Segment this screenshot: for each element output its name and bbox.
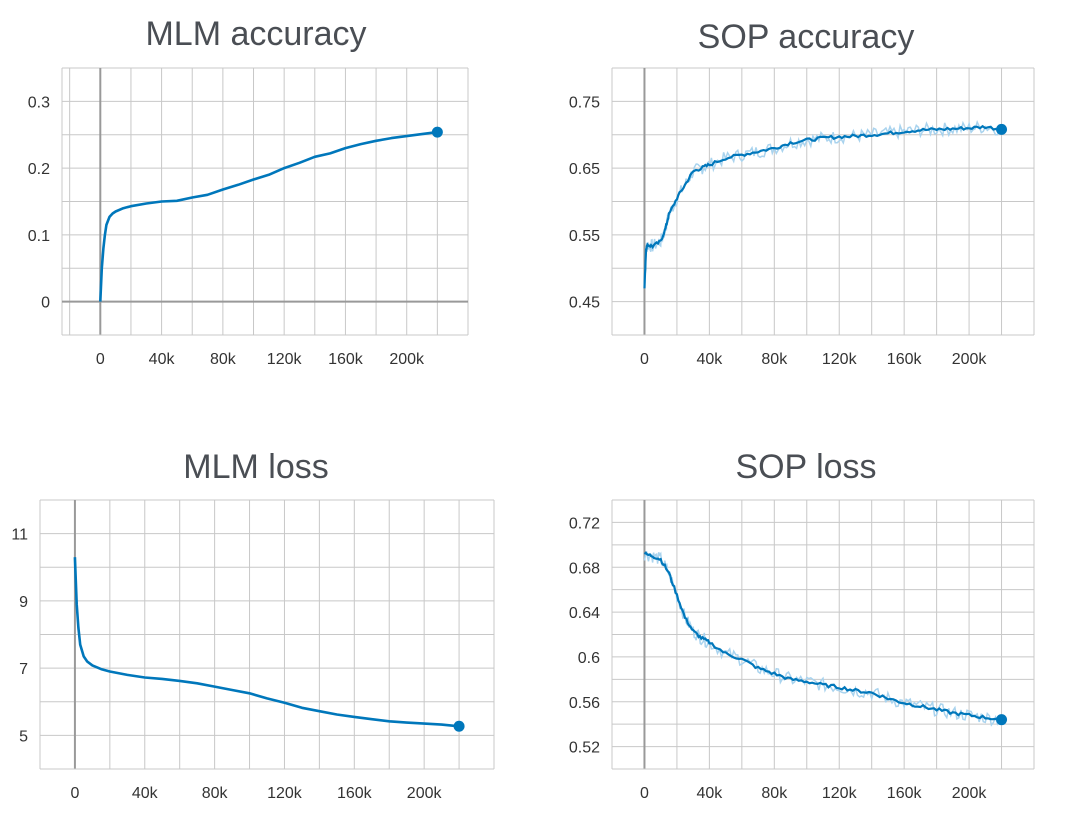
x-tick-label: 0: [640, 351, 649, 368]
x-tick-label: 120k: [267, 785, 303, 802]
chart-panel-3: SOP loss 0 40k 80k 120k 160k 200k 0.52 0.56 0.6 0.…: [569, 448, 1035, 802]
x-tick-label: 40k: [132, 785, 159, 802]
y-tick-label: 0.52: [569, 740, 600, 757]
chart-title: MLM loss: [183, 448, 328, 486]
x-tick-label: 120k: [822, 351, 858, 368]
chart-title: SOP loss: [735, 448, 876, 486]
last-point-marker: [996, 123, 1008, 135]
x-tick-label: 200k: [389, 351, 425, 368]
chart-panel-0: MLM accuracy 0 40k 80k 120k 160k 200k 0 0.1 0.2 0.…: [28, 15, 469, 368]
y-tick-label: 0.68: [569, 560, 600, 577]
last-point-marker: [431, 126, 443, 138]
chart-panel-1: SOP accuracy 0 40k 80k 120k 160k 200k 0.45 0.55 0…: [569, 18, 1035, 368]
y-tick-label: 0.65: [569, 161, 600, 178]
x-tick-label: 40k: [149, 351, 176, 368]
y-tick-label: 9: [19, 594, 28, 611]
x-tick-label: 40k: [696, 785, 723, 802]
y-tick-label: 0.6: [578, 650, 600, 667]
y-tick-label: 0.2: [28, 161, 50, 178]
chart-title: MLM accuracy: [145, 15, 366, 53]
x-tick-label: 200k: [952, 785, 988, 802]
x-tick-label: 200k: [952, 351, 988, 368]
y-tick-label: 0.56: [569, 695, 600, 712]
x-tick-label: 160k: [328, 351, 364, 368]
y-tick-label: 0: [41, 295, 50, 312]
series-raw-line: [643, 551, 1001, 727]
x-tick-label: 80k: [210, 351, 237, 368]
y-tick-label: 0.1: [28, 228, 50, 245]
y-tick-label: 0.72: [569, 515, 600, 532]
x-tick-label: 160k: [887, 351, 923, 368]
y-tick-label: 0.75: [569, 94, 600, 111]
x-tick-label: 0: [96, 351, 105, 368]
y-tick-label: 0.55: [569, 228, 600, 245]
x-tick-label: 80k: [202, 785, 229, 802]
x-tick-label: 0: [70, 785, 79, 802]
series-line: [643, 551, 1003, 721]
x-tick-label: 0: [640, 785, 649, 802]
y-tick-label: 5: [19, 728, 28, 745]
x-tick-label: 120k: [267, 351, 303, 368]
series-line: [73, 557, 460, 728]
last-point-marker: [996, 714, 1008, 726]
x-tick-label: 40k: [696, 351, 723, 368]
x-tick-label: 120k: [822, 785, 858, 802]
series-line: [643, 124, 1002, 289]
x-tick-label: 80k: [761, 785, 788, 802]
x-tick-label: 160k: [337, 785, 373, 802]
series-raw-line: [643, 120, 1001, 289]
series-line: [99, 130, 438, 302]
chart-panel-2: MLM loss 0 40k 80k 120k 160k 200k 5 7 9 11: [11, 448, 495, 802]
last-point-marker: [453, 720, 465, 732]
y-tick-label: 0.64: [569, 605, 600, 622]
x-tick-label: 80k: [761, 351, 788, 368]
y-tick-label: 0.45: [569, 295, 600, 312]
x-tick-label: 200k: [407, 785, 443, 802]
y-tick-label: 0.3: [28, 94, 50, 111]
y-tick-label: 11: [11, 527, 28, 544]
chart-title: SOP accuracy: [698, 18, 915, 56]
x-tick-label: 160k: [887, 785, 923, 802]
y-tick-label: 7: [19, 661, 28, 678]
